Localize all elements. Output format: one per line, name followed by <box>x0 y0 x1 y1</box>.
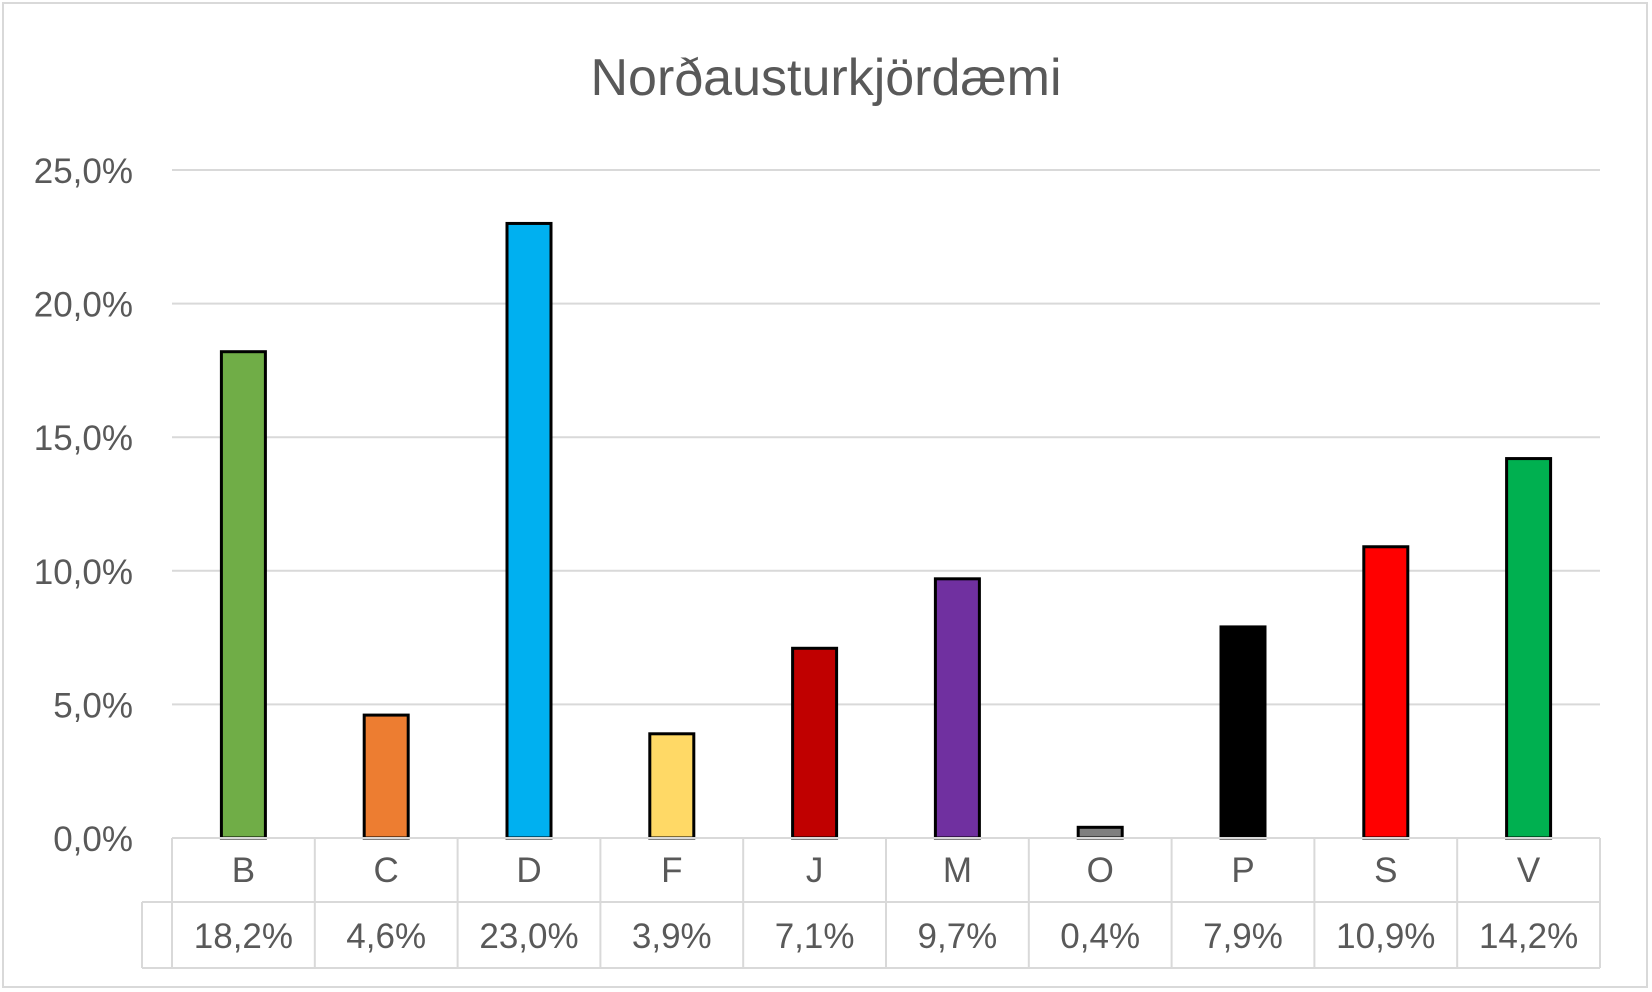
y-tick-label: 10,0% <box>34 553 133 592</box>
y-tick-label: 5,0% <box>53 686 133 725</box>
bar-M <box>933 577 981 840</box>
category-label: O <box>1087 851 1114 890</box>
bar-J <box>791 646 839 840</box>
y-tick-label: 15,0% <box>34 419 133 458</box>
y-tick-label: 25,0% <box>34 152 133 191</box>
bar-D <box>505 221 553 840</box>
category-label: B <box>232 851 255 890</box>
value-label: 18,2% <box>194 917 293 956</box>
category-label: D <box>516 851 541 890</box>
category-label: V <box>1517 851 1541 890</box>
category-label: J <box>806 851 824 890</box>
y-tick-label: 20,0% <box>34 286 133 325</box>
bar-B <box>219 350 267 840</box>
category-label: P <box>1231 851 1254 890</box>
bar-F <box>648 732 696 840</box>
value-label: 3,9% <box>632 917 712 956</box>
chart-title: Norðausturkjördæmi <box>590 49 1061 107</box>
y-tick-label: 0,0% <box>53 820 133 859</box>
gridlines <box>172 169 1600 706</box>
category-label: S <box>1374 851 1397 890</box>
bar-V <box>1505 457 1553 840</box>
value-label: 10,9% <box>1336 917 1435 956</box>
value-label: 9,7% <box>918 917 998 956</box>
value-label: 7,1% <box>775 917 855 956</box>
bar-O <box>1076 825 1124 840</box>
value-label: 0,4% <box>1060 917 1140 956</box>
bar-S <box>1362 545 1410 840</box>
category-label: F <box>661 851 682 890</box>
value-label: 7,9% <box>1203 917 1283 956</box>
value-label: 14,2% <box>1479 917 1578 956</box>
value-label: 23,0% <box>479 917 578 956</box>
data-table: B 18,2% C 4,6% D 23,0% F 3,9% J 7,1% M 9,7% O 0,4% P 7,… <box>141 837 1601 969</box>
value-label: 4,6% <box>346 917 426 956</box>
category-label: C <box>374 851 399 890</box>
y-axis-ticks: 0,0% 5,0% 10,0% 15,0% 20,0% 25,0% <box>34 152 133 859</box>
bar-C <box>362 713 410 840</box>
category-label: M <box>943 851 972 890</box>
bars <box>219 221 1553 840</box>
bar-P <box>1219 625 1267 840</box>
